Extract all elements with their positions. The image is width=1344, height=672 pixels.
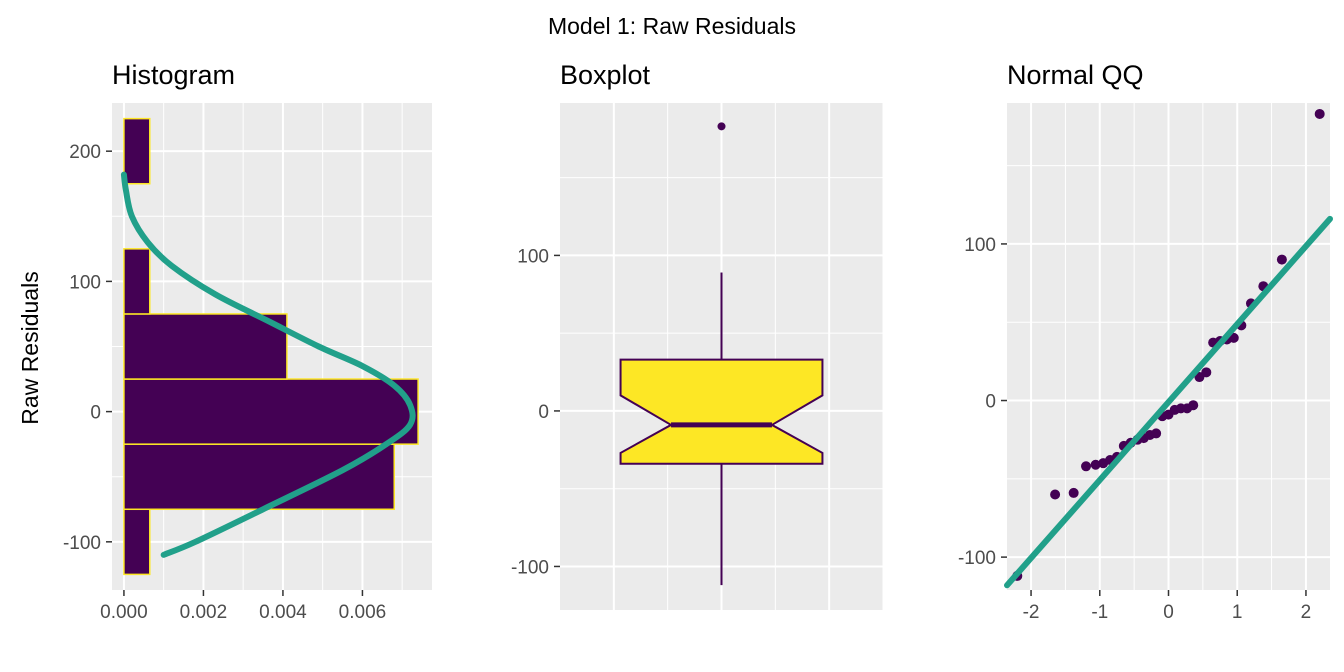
- y-tick-label: 0: [985, 392, 996, 413]
- x-tick-label: 1: [1232, 602, 1243, 623]
- qq-point-1: [1050, 489, 1061, 500]
- y-tick-label: -100: [511, 557, 549, 578]
- y-tick-label: -100: [63, 533, 101, 554]
- x-tick-label: 0: [1163, 602, 1174, 623]
- boxplot-y-ticks: -100 0 100: [511, 246, 560, 578]
- histogram-bar-6: [123, 117, 151, 185]
- boxplot-outlier-0: [717, 122, 726, 131]
- qq-x-ticks: -2 -1 0 1 2: [1023, 590, 1312, 623]
- qq-reference-line: [1004, 215, 1333, 589]
- boxplot-notched-box: [619, 358, 824, 465]
- histogram-y-ticks: -100 0 100 200: [63, 142, 112, 554]
- y-axis-label: Raw Residuals: [17, 271, 43, 424]
- figure-title: Model 1: Raw Residuals: [548, 13, 796, 39]
- histogram-x-ticks: 0.000 0.002 0.004 0.006: [100, 590, 386, 623]
- qq-point-2: [1068, 487, 1079, 498]
- boxplot-panel: Boxplot -100 0 100: [511, 60, 884, 610]
- y-tick-label: 100: [69, 272, 101, 293]
- qq-title: Normal QQ: [1007, 60, 1144, 90]
- boxplot-outliers: [717, 122, 726, 131]
- x-tick-label: 0.000: [100, 602, 148, 623]
- x-tick-label: 2: [1301, 602, 1312, 623]
- x-tick-label: -2: [1023, 602, 1040, 623]
- x-tick-label: 0.006: [339, 602, 387, 623]
- qq-point-19: [1188, 400, 1199, 411]
- y-tick-label: 0: [538, 402, 549, 423]
- qq-panel: Normal QQ -100 0 100 -2 -1 0 1 2: [958, 60, 1333, 623]
- qq-minor-grid: [1007, 103, 1330, 590]
- x-tick-label: 0.002: [180, 602, 228, 623]
- qq-point-13: [1151, 428, 1162, 439]
- histogram-bar-1: [123, 443, 395, 511]
- qq-point-4: [1090, 459, 1101, 470]
- y-tick-label: 0: [90, 403, 101, 424]
- histogram-title: Histogram: [112, 60, 235, 90]
- y-tick-label: 100: [964, 235, 996, 256]
- histogram-bars: [123, 117, 419, 576]
- qq-point-29: [1276, 254, 1287, 265]
- y-tick-label: -100: [958, 548, 996, 569]
- qq-point-3: [1081, 461, 1092, 472]
- y-tick-label: 100: [517, 246, 549, 267]
- histogram-bar-4: [123, 248, 151, 315]
- histogram-bar-2: [123, 378, 419, 445]
- qq-y-ticks: -100 0 100: [958, 235, 1007, 569]
- x-tick-label: -1: [1091, 602, 1108, 623]
- histogram-bar-0: [123, 508, 151, 576]
- x-tick-label: 0.004: [259, 602, 307, 623]
- density-curve: [120, 171, 416, 558]
- qq-point-21: [1201, 367, 1212, 378]
- qq-major-grid: [1007, 103, 1330, 590]
- boxplot-title: Boxplot: [560, 60, 651, 90]
- histogram-bar-3: [123, 313, 288, 380]
- qq-point-30: [1314, 108, 1325, 119]
- y-tick-label: 200: [69, 142, 101, 163]
